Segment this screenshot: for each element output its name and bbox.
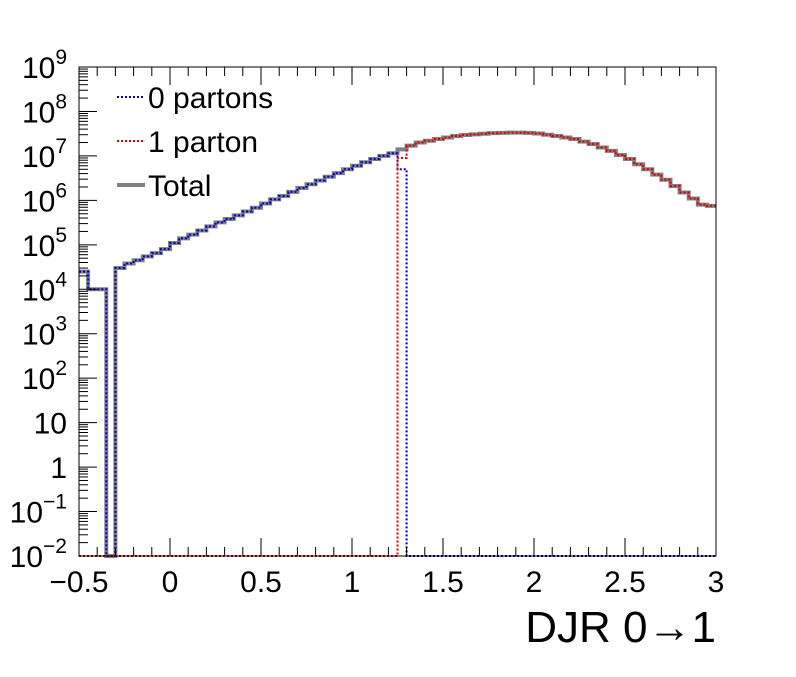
y-tick-label: 106 xyxy=(22,179,67,218)
x-tick-label: 2 xyxy=(526,566,543,599)
x-axis: −0.5 0 0.5 1 1.5 2 2.5 3 xyxy=(49,67,724,599)
x-tick-label: 1.5 xyxy=(422,566,464,599)
x-tick-label: 0 xyxy=(162,566,179,599)
legend-label: 1 parton xyxy=(148,126,258,159)
y-tick-label: 108 xyxy=(22,90,67,129)
y-tick-label: 102 xyxy=(22,357,67,396)
y-tick-label: 109 xyxy=(22,46,67,85)
x-axis-title: DJR 0→1 xyxy=(525,603,716,652)
legend-label: 0 partons xyxy=(148,82,273,115)
y-tick-label: 105 xyxy=(22,224,67,263)
legend: 0 partons 1 parton Total xyxy=(117,82,273,203)
x-tick-label: 0.5 xyxy=(240,566,282,599)
y-tick-label: 10 xyxy=(34,408,67,441)
x-tick-label: 3 xyxy=(708,566,725,599)
y-tick-label: 103 xyxy=(22,313,67,352)
plot-frame xyxy=(78,66,717,557)
x-tick-label: 1 xyxy=(344,566,361,599)
y-axis: 10−2 10−1 1 10 102 103 104 105 106 107 108 109 xyxy=(10,46,97,574)
y-tick-label: 1 xyxy=(50,452,67,485)
y-tick-label: 10−1 xyxy=(10,491,67,530)
y-tick-label: 104 xyxy=(22,268,67,307)
x-tick-label: −0.5 xyxy=(49,566,108,599)
y-tick-label: 10−2 xyxy=(10,535,67,574)
y-tick-label: 107 xyxy=(22,135,67,174)
series-total xyxy=(79,130,716,558)
series-0-partons xyxy=(79,152,716,557)
legend-label: Total xyxy=(148,170,211,203)
x-tick-label: 2.5 xyxy=(604,566,646,599)
